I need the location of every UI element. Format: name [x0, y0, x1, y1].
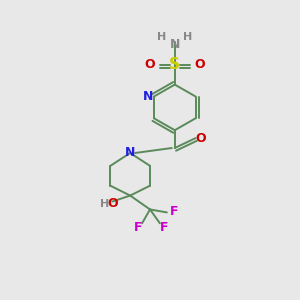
Text: S: S — [169, 57, 180, 72]
Text: O: O — [107, 197, 118, 210]
Text: H: H — [183, 32, 192, 42]
Text: H: H — [100, 200, 109, 209]
Text: N: N — [125, 146, 135, 160]
Text: H: H — [157, 32, 167, 42]
Text: O: O — [145, 58, 155, 71]
Text: F: F — [169, 205, 178, 218]
Text: O: O — [195, 132, 206, 145]
Text: N: N — [169, 38, 180, 52]
Text: N: N — [143, 90, 153, 103]
Text: F: F — [134, 221, 142, 234]
Text: O: O — [194, 58, 205, 71]
Text: F: F — [160, 221, 168, 234]
